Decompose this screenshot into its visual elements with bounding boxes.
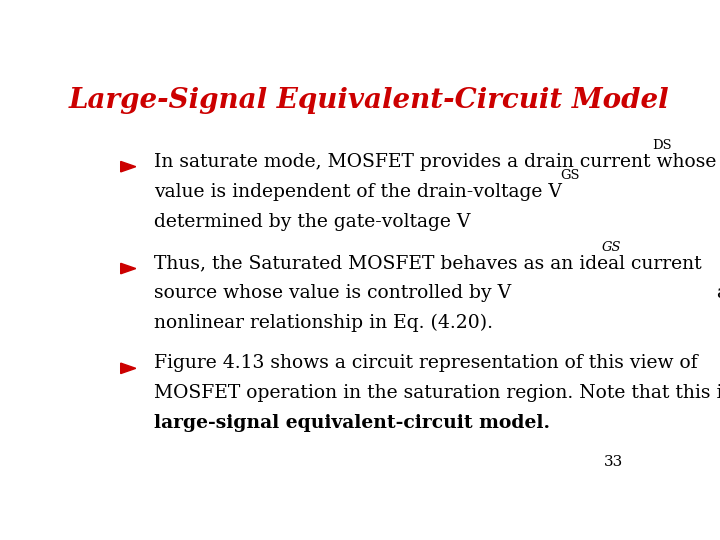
Text: GS: GS: [601, 240, 621, 253]
Text: In saturate mode, MOSFET provides a drain current whose: In saturate mode, MOSFET provides a drai…: [154, 153, 716, 171]
Text: DS: DS: [652, 139, 672, 152]
Polygon shape: [121, 363, 136, 374]
Text: MOSFET operation in the saturation region. Note that this is a: MOSFET operation in the saturation regio…: [154, 384, 720, 402]
Text: source whose value is controlled by V: source whose value is controlled by V: [154, 285, 511, 302]
Polygon shape: [121, 161, 136, 172]
Text: determined by the gate-voltage V: determined by the gate-voltage V: [154, 213, 471, 231]
Polygon shape: [121, 264, 136, 274]
Text: GS: GS: [561, 168, 580, 181]
Text: Thus, the Saturated MOSFET behaves as an ideal current: Thus, the Saturated MOSFET behaves as an…: [154, 254, 702, 273]
Text: Figure 4.13 shows a circuit representation of this view of: Figure 4.13 shows a circuit representati…: [154, 354, 698, 373]
Text: value is independent of the drain-voltage V: value is independent of the drain-voltag…: [154, 183, 562, 200]
Text: Large-Signal Equivalent-Circuit Model: Large-Signal Equivalent-Circuit Model: [68, 86, 670, 113]
Text: nonlinear relationship in Eq. (4.20).: nonlinear relationship in Eq. (4.20).: [154, 314, 493, 333]
Text: 33: 33: [603, 455, 623, 469]
Text: according to the: according to the: [711, 285, 720, 302]
Text: large-signal equivalent-circuit model.: large-signal equivalent-circuit model.: [154, 414, 550, 432]
